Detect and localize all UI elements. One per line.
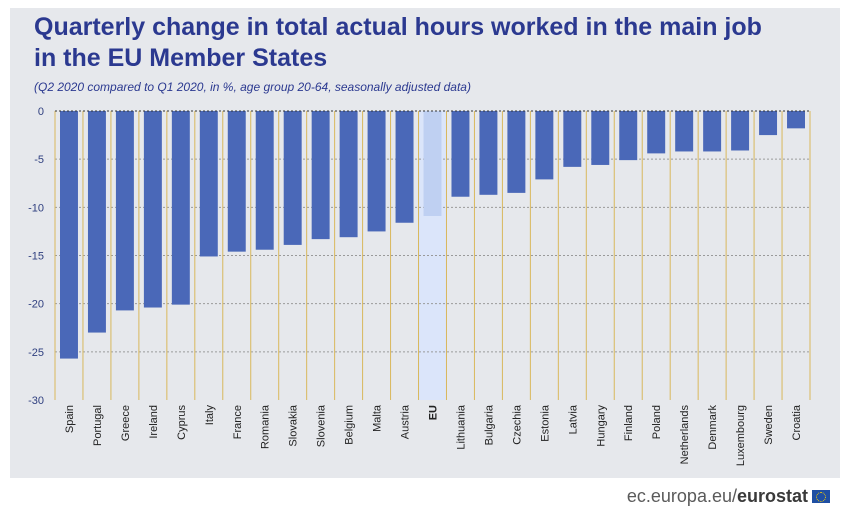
x-tick-label: Lithuania <box>455 404 467 450</box>
x-tick-label: Netherlands <box>679 405 691 465</box>
bar-lithuania <box>451 111 470 197</box>
bar-latvia <box>563 111 582 167</box>
bar-denmark <box>703 111 722 152</box>
x-tick-label: Slovenia <box>316 404 328 447</box>
bar-belgium <box>339 111 358 238</box>
bar-greece <box>115 111 134 311</box>
y-tick-label: -30 <box>28 395 44 407</box>
bar-estonia <box>535 111 554 180</box>
bar-sweden <box>759 111 778 136</box>
x-tick-label: Hungary <box>595 405 607 447</box>
x-tick-label: Czechia <box>511 404 523 445</box>
bar-bulgaria <box>479 111 498 195</box>
y-tick-label: -10 <box>28 202 44 214</box>
x-tick-label: Spain <box>64 405 76 433</box>
y-tick-label: -15 <box>28 251 44 263</box>
x-tick-label: Slovakia <box>288 404 300 446</box>
title-line-2: in the EU Member States <box>34 44 328 72</box>
bar-cyprus <box>171 111 190 305</box>
x-tick-label: Poland <box>651 405 663 439</box>
bar-croatia <box>787 111 805 129</box>
x-tick-label: Finland <box>623 405 635 441</box>
bar-netherlands <box>675 111 694 152</box>
x-tick-label: Denmark <box>707 405 719 450</box>
eu-flag-icon <box>812 490 830 503</box>
x-tick-label: Bulgaria <box>483 404 495 445</box>
y-tick-label: 0 <box>38 106 44 118</box>
x-tick-label: Italy <box>204 405 216 426</box>
title-line-1: Quarterly change in total actual hours w… <box>34 13 762 41</box>
x-tick-label: Portugal <box>92 405 104 446</box>
bar-ireland <box>143 111 162 308</box>
bar-malta <box>367 111 386 232</box>
x-tick-label: EU <box>428 405 440 420</box>
x-tick-label: Cyprus <box>176 405 188 440</box>
x-tick-label: Malta <box>372 404 384 432</box>
y-tick-label: -20 <box>28 299 44 311</box>
x-tick-label: Estonia <box>539 404 551 442</box>
bar-portugal <box>87 111 106 333</box>
bar-czechia <box>507 111 526 193</box>
bar-spain <box>60 111 78 359</box>
bar-eu <box>423 111 442 217</box>
footer-site[interactable]: ec.europa.eu/ <box>626 486 737 506</box>
bar-hungary <box>591 111 610 165</box>
x-tick-label: Latvia <box>567 404 579 434</box>
chart-subtitle: (Q2 2020 compared to Q1 2020, in %, age … <box>34 80 471 94</box>
x-tick-label: Luxembourg <box>735 405 747 466</box>
bar-italy <box>199 111 218 257</box>
x-tick-label: Romania <box>260 404 272 449</box>
x-tick-label: Croatia <box>791 404 803 440</box>
bar-romania <box>255 111 274 250</box>
bar-finland <box>619 111 638 161</box>
bar-luxembourg <box>731 111 750 151</box>
y-tick-label: -25 <box>28 347 44 359</box>
chart-title: Quarterly change in total actual hours w… <box>34 12 794 74</box>
bar-slovakia <box>283 111 302 245</box>
footer: ec.europa.eu/ eurostat <box>627 486 830 507</box>
x-tick-label: Ireland <box>148 405 160 439</box>
bar-austria <box>395 111 414 223</box>
x-tick-label: Austria <box>400 404 412 439</box>
bar-slovenia <box>311 111 330 240</box>
footer-brand[interactable]: eurostat <box>736 486 808 506</box>
x-tick-label: Sweden <box>763 405 775 445</box>
x-tick-label: France <box>232 405 244 439</box>
bar-chart: 0 -5 -10 -15 -20 -25 -30 Spain Portugal Greece Ire… <box>28 106 811 466</box>
bar-poland <box>647 111 666 154</box>
bar-france <box>227 111 246 252</box>
x-tick-label: Greece <box>120 405 132 441</box>
y-tick-label: -5 <box>34 154 44 166</box>
x-tick-label: Belgium <box>344 405 356 445</box>
